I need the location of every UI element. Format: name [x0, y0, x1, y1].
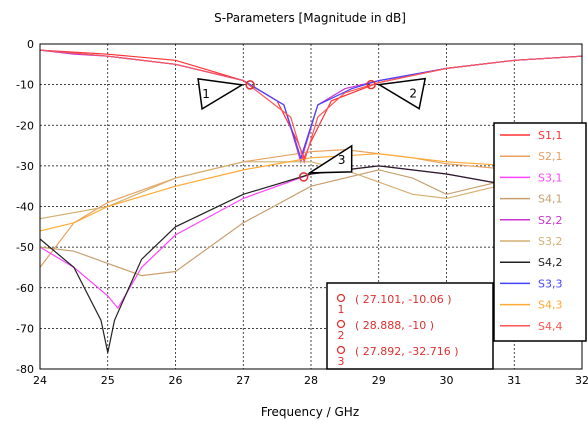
series-line-S3-2: [39, 161, 515, 220]
y-tick-label: -20: [16, 119, 34, 132]
y-tick-label: -30: [16, 160, 34, 173]
chart-title: S-Parameters [Magnitude in dB]: [214, 11, 406, 25]
marker-2-id: 2: [409, 87, 417, 101]
annotation-coords: ( 27.101, -10.06 ): [355, 293, 452, 306]
x-tick-label: 32: [575, 374, 588, 387]
marker-annotation-box: 1 ( 27.101, -10.06 ) 2 ( 28.888, -10 ) 3 ( 27…: [326, 282, 494, 370]
series-line-S4-2: [39, 165, 515, 353]
ticks-layer: 24 25 26 27 28 29 30 31 320-10-20-30-40-50-60-70…: [16, 38, 588, 387]
legend-entry: S4,4: [538, 320, 562, 333]
annotation-frame: [326, 282, 494, 370]
annotation-marker-icon: [336, 345, 346, 355]
y-tick-label: -80: [16, 363, 34, 376]
series-line-S4-1: [39, 169, 515, 277]
legend-entry: S2,1: [538, 150, 562, 163]
series-line-S4-3: [39, 153, 515, 232]
markers-layer: 1 2 3: [197, 77, 427, 182]
series-line-S4-4: [39, 49, 583, 164]
marker-3-pointer: [307, 144, 353, 174]
y-tick-label: -10: [16, 79, 34, 92]
legend-entry: S3,2: [538, 235, 562, 248]
marker-1-pointer: [197, 77, 245, 111]
x-tick-label: 29: [372, 374, 386, 387]
annotation-marker-icon: [336, 319, 346, 329]
annotation-marker-id: 2: [338, 329, 345, 342]
marker-3-id: 3: [338, 153, 346, 167]
series-line-S2-1: [39, 148, 549, 268]
legend-entry: S1,1: [538, 129, 562, 142]
x-tick-label: 24: [33, 374, 47, 387]
marker-3-point: [298, 172, 309, 182]
x-tick-label: 27: [236, 374, 250, 387]
annotation-marker-id: 3: [338, 355, 345, 368]
y-tick-label: -40: [16, 201, 34, 214]
y-tick-label: -50: [16, 241, 34, 254]
x-tick-label: 30: [440, 374, 454, 387]
y-tick-label: -70: [16, 322, 34, 335]
legend: S1,1 S2,1 S3,1 S4,1 S2,2 S3,2 S4,2 S3,3 S4,3 S4,4: [493, 122, 587, 342]
marker-1-point: [245, 80, 255, 90]
y-tick-label: -60: [16, 282, 34, 295]
annotation-marker-icon: [336, 293, 346, 303]
marker-1-id: 1: [202, 87, 210, 101]
annotation-coords: ( 28.888, -10 ): [355, 319, 434, 332]
marker-2-pointer: [376, 77, 427, 110]
legend-entry: S3,1: [538, 171, 562, 184]
x-tick-label: 25: [101, 374, 115, 387]
x-axis-label: Frequency / GHz: [261, 405, 359, 419]
legend-entry: S3,3: [538, 277, 562, 290]
legend-entry: S4,1: [538, 193, 562, 206]
y-tick-label: 0: [27, 38, 34, 51]
marker-2-point: [366, 79, 376, 90]
annotation-coords: ( 27.892, -32.716 ): [355, 345, 459, 358]
x-tick-label: 31: [507, 374, 521, 387]
legend-entry: S4,2: [538, 256, 562, 269]
x-tick-label: 26: [169, 374, 183, 387]
legend-entry: S4,3: [538, 299, 562, 312]
legend-entry: S2,2: [538, 214, 562, 227]
x-tick-label: 28: [304, 374, 318, 387]
annotation-marker-id: 1: [338, 303, 345, 316]
